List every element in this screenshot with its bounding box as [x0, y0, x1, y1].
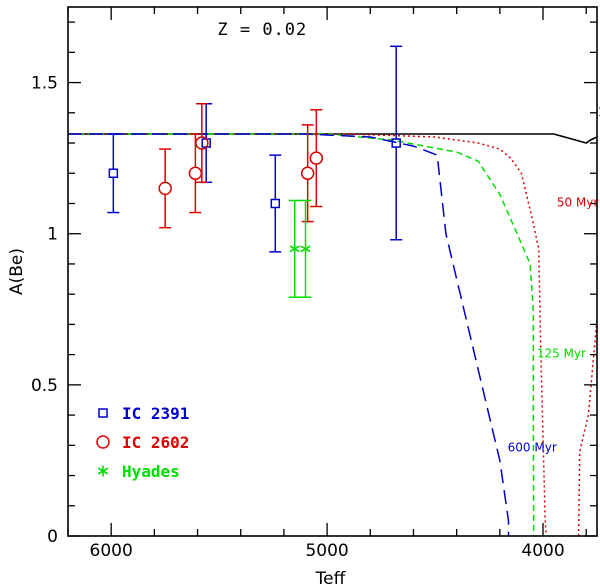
- legend-label: IC 2391: [122, 404, 189, 423]
- legend-marker: [98, 408, 108, 418]
- data-point: [391, 138, 401, 148]
- model-curve-600-myr: [68, 133, 510, 536]
- x-axis-title: Teff: [315, 569, 347, 588]
- legend-label: Hyades: [122, 462, 180, 481]
- series-ic-2602: [158, 102, 324, 229]
- y-tick-label: 0: [47, 527, 58, 547]
- legend-item: Hyades: [97, 462, 180, 481]
- axes: 6000 5000 4000 0 0.5 1 1.5: [31, 6, 598, 561]
- error-bar: [159, 148, 172, 229]
- data-points: [107, 45, 403, 298]
- legend: IC 2391 IC 2602 Hyades: [96, 404, 189, 481]
- x-tick-label: 6000: [90, 541, 133, 561]
- model-curve-125-myr: [68, 133, 535, 536]
- model-label: 10 Myr: [598, 105, 600, 119]
- legend-marker: [96, 435, 110, 449]
- x-tick-label: 4000: [521, 541, 564, 561]
- x-tick-label: 5000: [305, 541, 348, 561]
- error-bar: [107, 133, 120, 214]
- model-label: 600 Myr: [508, 440, 557, 454]
- error-bar: [288, 199, 301, 298]
- y-tick-label: 1: [47, 225, 58, 245]
- metallicity-annotation: Z = 0.02: [217, 20, 307, 40]
- data-point: [270, 198, 281, 209]
- model-curves: [68, 133, 597, 536]
- model-curve-10-myr: [68, 133, 597, 144]
- legend-item: IC 2602: [96, 433, 189, 452]
- data-point: [201, 138, 211, 148]
- error-bar: [195, 102, 208, 184]
- model-label: 125 Myr: [537, 347, 586, 361]
- series-ic-2391: [107, 45, 403, 253]
- data-point: [289, 243, 300, 255]
- error-bar: [299, 199, 312, 298]
- series-hyades: [288, 199, 312, 298]
- error-bar: [390, 45, 403, 241]
- data-point: [300, 166, 315, 181]
- data-point: [195, 136, 209, 150]
- legend-label: IC 2602: [122, 433, 189, 452]
- error-bar: [310, 109, 323, 208]
- data-point: [158, 181, 172, 196]
- model-curve-extra-4: [577, 318, 597, 536]
- y-tick-label: 0.5: [31, 376, 58, 396]
- data-point: [108, 168, 119, 179]
- model-curve-50-myr: [68, 133, 548, 536]
- data-point: [309, 151, 324, 165]
- data-point: [300, 243, 311, 255]
- data-point: [188, 166, 203, 181]
- y-tick-label: 1.5: [31, 74, 58, 94]
- error-bar: [269, 154, 282, 253]
- text-labels: Teff A(Be) Z = 0.02 10 Myr 50 Myr 125 Myr 600 …: [7, 20, 600, 588]
- plot-frame: [67, 6, 598, 537]
- legend-item: IC 2391: [98, 404, 189, 423]
- model-label: 50 Myr: [557, 196, 599, 210]
- legend-marker: [97, 465, 109, 477]
- y-axis-title: A(Be): [7, 248, 27, 295]
- error-bar: [189, 133, 202, 214]
